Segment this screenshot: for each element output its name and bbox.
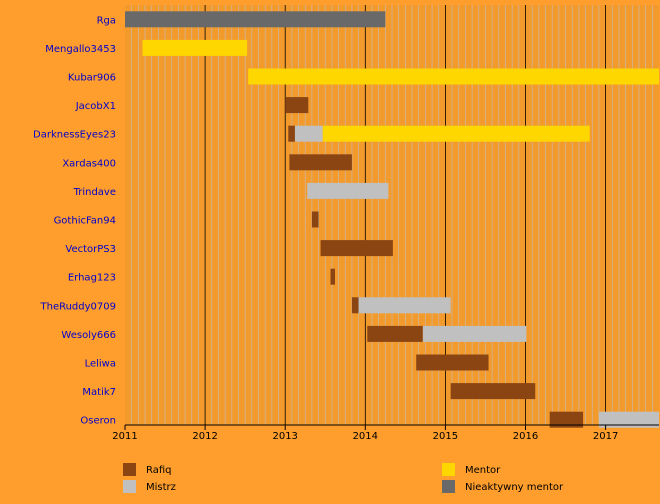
row-label: Leliwa — [85, 359, 116, 370]
row-label: Matik7 — [82, 387, 116, 398]
row-label: Oseron — [80, 416, 116, 427]
row-labels: Rga Mengallo3453 Kubar906 JacobX1 DarknessEy… — [33, 15, 116, 426]
row-label: Erhag123 — [68, 273, 116, 284]
x-tick-label: 2012 — [192, 431, 217, 442]
bar-rafiq — [351, 297, 359, 314]
bars — [125, 11, 659, 428]
bar-rafiq — [311, 211, 319, 228]
bar-rafiq — [367, 325, 423, 342]
row-label: JacobX1 — [75, 101, 116, 112]
bar-mistrz — [294, 125, 323, 142]
legend-swatch-mistrz — [123, 480, 136, 493]
legend-label-rafiq: Rafiq — [146, 465, 172, 476]
bar-rafiq — [549, 411, 584, 428]
bar-rafiq — [285, 97, 309, 114]
x-axis-ticks: 2011 2012 2013 2014 2015 2016 2017 — [112, 425, 618, 442]
x-tick-label: 2017 — [593, 431, 618, 442]
bar-mentor — [248, 68, 659, 85]
bar-rafiq — [416, 354, 489, 371]
legend: Rafiq Mistrz Mentor Nieaktywny mentor — [123, 463, 564, 493]
x-tick-label: 2013 — [272, 431, 297, 442]
bar-rafiq — [288, 125, 295, 142]
row-label: GothicFan94 — [54, 216, 116, 227]
row-label: Wesoly666 — [61, 330, 116, 341]
legend-label-mentor: Mentor — [465, 465, 501, 476]
x-tick-label: 2011 — [112, 431, 137, 442]
bar-mistrz — [358, 297, 451, 314]
bar-mentor — [142, 39, 248, 56]
row-label: Mengallo3453 — [45, 44, 116, 55]
row-label: DarknessEyes23 — [33, 130, 116, 141]
bar-inactive — [125, 11, 386, 28]
legend-swatch-rafiq — [123, 463, 136, 476]
legend-label-mistrz: Mistrz — [146, 482, 176, 493]
legend-label-inactive: Nieaktywny mentor — [465, 482, 564, 493]
x-tick-label: 2016 — [513, 431, 538, 442]
row-label: Rga — [97, 15, 116, 26]
row-label: TheRuddy0709 — [40, 301, 117, 312]
bar-mistrz — [307, 182, 389, 199]
bar-rafiq — [450, 383, 536, 400]
bar-mistrz — [598, 411, 659, 428]
bar-rafiq — [320, 240, 393, 257]
bar-rafiq — [330, 268, 335, 285]
x-tick-label: 2014 — [353, 431, 378, 442]
x-tick-label: 2015 — [433, 431, 458, 442]
legend-swatch-inactive — [442, 480, 455, 493]
bar-mentor — [322, 125, 590, 142]
bar-rafiq — [289, 154, 352, 171]
bar-mistrz — [422, 325, 527, 342]
row-label: Kubar906 — [68, 73, 116, 84]
row-label: Xardas400 — [62, 158, 116, 169]
row-label: Trindave — [73, 187, 116, 198]
row-label: VectorPS3 — [65, 244, 116, 255]
legend-swatch-mentor — [442, 463, 455, 476]
